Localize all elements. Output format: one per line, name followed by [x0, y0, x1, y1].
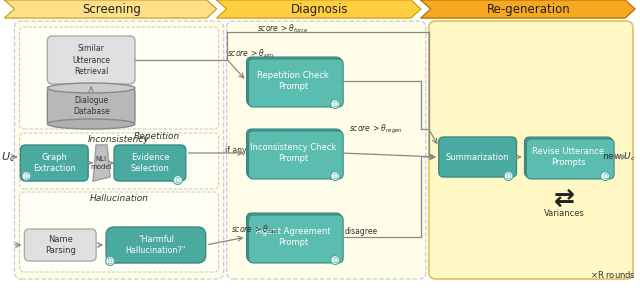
FancyBboxPatch shape — [19, 192, 219, 272]
Text: if any: if any — [225, 146, 246, 154]
FancyBboxPatch shape — [246, 129, 341, 177]
Polygon shape — [4, 0, 217, 18]
FancyBboxPatch shape — [439, 137, 516, 177]
Text: score > $\theta_{force}$: score > $\theta_{force}$ — [257, 23, 309, 35]
FancyBboxPatch shape — [19, 27, 219, 129]
FancyBboxPatch shape — [248, 130, 342, 178]
Text: Screening: Screening — [82, 2, 141, 15]
Text: score > $\theta_{fact}$: score > $\theta_{fact}$ — [230, 224, 280, 236]
FancyBboxPatch shape — [246, 213, 341, 261]
Circle shape — [504, 172, 513, 181]
Text: Inconsistency Check
Prompt: Inconsistency Check Prompt — [250, 143, 337, 163]
Circle shape — [173, 176, 182, 185]
Circle shape — [331, 255, 340, 265]
Text: $U_c$: $U_c$ — [1, 150, 15, 164]
Text: Summarization: Summarization — [446, 153, 509, 161]
Text: Evidence
Selection: Evidence Selection — [131, 153, 170, 173]
FancyBboxPatch shape — [525, 138, 613, 178]
Text: NLI
model: NLI model — [90, 156, 112, 170]
Text: score > $\theta_{sim}$: score > $\theta_{sim}$ — [227, 48, 275, 60]
Text: Ⓣ: Ⓣ — [604, 173, 607, 179]
Text: Name
Parsing: Name Parsing — [45, 235, 76, 255]
Text: Ⓣ: Ⓣ — [333, 101, 337, 107]
FancyBboxPatch shape — [20, 145, 88, 181]
Polygon shape — [421, 0, 635, 18]
FancyBboxPatch shape — [114, 145, 186, 181]
Text: new $U_c$: new $U_c$ — [602, 151, 635, 163]
Text: Repetition Check
Prompt: Repetition Check Prompt — [257, 71, 329, 91]
Text: Ⓣ: Ⓣ — [176, 177, 180, 183]
Text: Ⓣ: Ⓣ — [507, 173, 510, 179]
FancyBboxPatch shape — [248, 215, 343, 263]
FancyBboxPatch shape — [248, 58, 342, 106]
Circle shape — [106, 257, 115, 266]
FancyBboxPatch shape — [15, 21, 223, 279]
FancyBboxPatch shape — [248, 131, 343, 179]
Text: Graph
Extraction: Graph Extraction — [33, 153, 76, 173]
Text: Ⓣ: Ⓣ — [108, 258, 112, 264]
Text: Diagnosis: Diagnosis — [291, 2, 349, 15]
FancyBboxPatch shape — [429, 21, 633, 279]
Ellipse shape — [47, 83, 135, 93]
FancyBboxPatch shape — [47, 36, 135, 84]
FancyBboxPatch shape — [246, 57, 341, 105]
Circle shape — [331, 172, 340, 181]
FancyBboxPatch shape — [227, 21, 426, 279]
Text: "Harmful
Hallucination?": "Harmful Hallucination?" — [125, 235, 186, 255]
Ellipse shape — [47, 119, 135, 129]
Text: ⇄: ⇄ — [554, 187, 575, 211]
Circle shape — [601, 172, 610, 181]
FancyBboxPatch shape — [47, 88, 135, 124]
FancyBboxPatch shape — [248, 59, 343, 107]
FancyBboxPatch shape — [527, 139, 614, 179]
Text: Repetition: Repetition — [134, 132, 180, 141]
Text: Ⓣ: Ⓣ — [333, 257, 337, 263]
FancyBboxPatch shape — [106, 227, 205, 263]
Polygon shape — [217, 0, 421, 18]
Circle shape — [331, 99, 340, 108]
Text: Agent Agreement
Prompt: Agent Agreement Prompt — [256, 227, 331, 247]
Text: Inconsistency: Inconsistency — [88, 135, 150, 144]
FancyBboxPatch shape — [524, 137, 612, 177]
Text: Hallucination: Hallucination — [90, 194, 148, 203]
Text: Similar
Utterance
Retrieval: Similar Utterance Retrieval — [72, 45, 110, 76]
FancyBboxPatch shape — [24, 229, 96, 261]
Text: disagree: disagree — [344, 227, 378, 236]
Text: Variances: Variances — [544, 209, 585, 219]
Text: Revise Utterance
Prompts: Revise Utterance Prompts — [532, 147, 604, 167]
Text: score > $\theta_{regen}$: score > $\theta_{regen}$ — [349, 122, 403, 136]
Text: Ⓣ: Ⓣ — [24, 173, 28, 179]
Circle shape — [22, 172, 31, 181]
FancyBboxPatch shape — [19, 133, 219, 189]
Text: Ⓣ: Ⓣ — [333, 173, 337, 179]
Polygon shape — [93, 145, 110, 181]
Text: Re-generation: Re-generation — [487, 2, 571, 15]
Text: Dialogue
Database: Dialogue Database — [73, 96, 109, 116]
Text: $\times$R rounds: $\times$R rounds — [590, 269, 636, 279]
FancyBboxPatch shape — [248, 214, 342, 262]
